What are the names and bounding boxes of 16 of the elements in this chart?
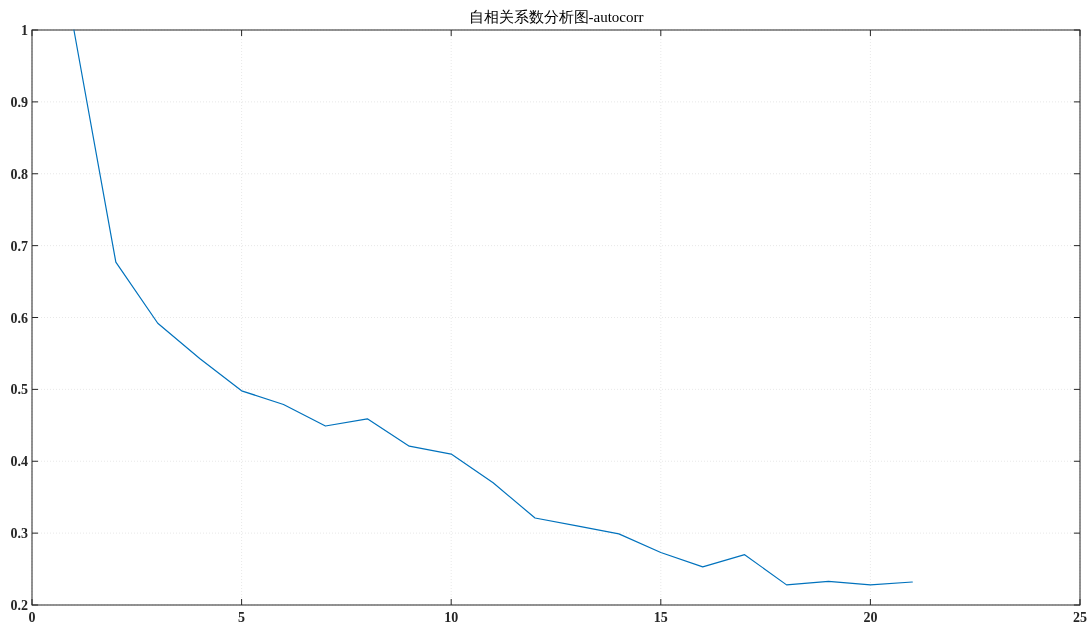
y-tick-label: 0.5	[10, 382, 28, 398]
y-tick-label: 0.7	[10, 238, 28, 254]
x-tick-label: 15	[653, 610, 668, 622]
x-tick-label: 5	[238, 610, 246, 622]
x-tick-label: 25	[1073, 610, 1087, 622]
y-tick-label: 0.3	[10, 526, 28, 542]
y-tick-label: 0.8	[10, 166, 28, 182]
x-tick-label: 0	[28, 610, 36, 622]
y-tick-label: 0.6	[10, 310, 28, 326]
x-tick-label: 20	[863, 610, 878, 622]
y-tick-label: 0.2	[10, 598, 28, 613]
y-tick-label: 1	[21, 23, 28, 38]
y-tick-label: 0.4	[10, 454, 28, 470]
x-tick-label: 10	[444, 610, 459, 622]
chart-title: 自相关系数分析图-autocorr	[468, 9, 644, 25]
y-tick-label: 0.9	[10, 94, 28, 110]
